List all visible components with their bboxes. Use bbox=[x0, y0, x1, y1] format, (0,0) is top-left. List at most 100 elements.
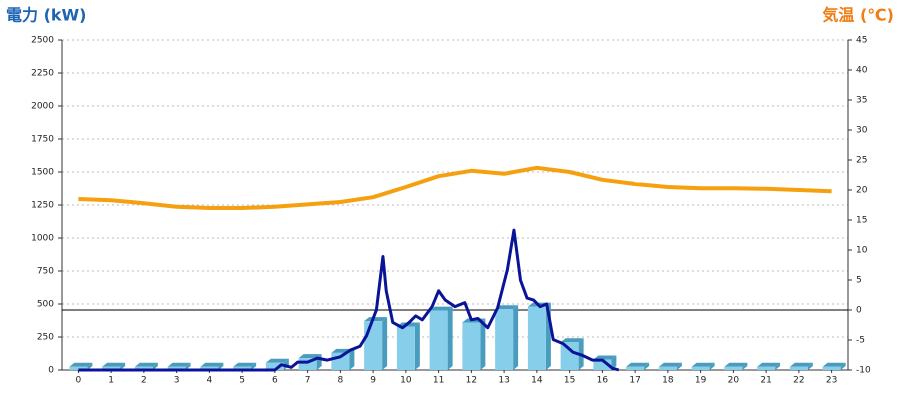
x-tick-label: 18 bbox=[662, 376, 674, 386]
x-tick-label: 0 bbox=[76, 376, 82, 386]
bar-side bbox=[152, 362, 158, 370]
y-tick-label: 250 bbox=[37, 333, 54, 343]
temperature-line bbox=[78, 165, 832, 210]
x-tick-label: 2 bbox=[141, 376, 147, 386]
bar-top bbox=[495, 305, 519, 310]
y-tick-label: 750 bbox=[37, 267, 54, 277]
bar bbox=[658, 366, 677, 370]
bar bbox=[69, 366, 88, 370]
y2-tick-label: 35 bbox=[856, 96, 867, 106]
bar-side bbox=[840, 362, 846, 370]
x-tick-label: 19 bbox=[695, 376, 707, 386]
bar-side bbox=[120, 362, 126, 370]
x-tick-label: 7 bbox=[305, 376, 311, 386]
bar bbox=[757, 366, 776, 370]
bar-top bbox=[167, 362, 191, 367]
x-tick-label: 17 bbox=[629, 376, 640, 386]
y2-tick-label: 30 bbox=[856, 126, 868, 136]
x-tick-label: 21 bbox=[760, 376, 771, 386]
x-tick-label: 14 bbox=[531, 376, 543, 386]
bar bbox=[167, 366, 186, 370]
x-tick-label: 20 bbox=[728, 376, 740, 386]
bar-top bbox=[560, 338, 584, 343]
y-tick-label: 500 bbox=[37, 300, 54, 310]
y2-tick-label: 25 bbox=[856, 156, 867, 166]
bar-side bbox=[676, 362, 682, 370]
bar-side bbox=[382, 317, 388, 370]
x-tick-label: 4 bbox=[207, 376, 213, 386]
bar-top bbox=[265, 358, 289, 363]
bar-top bbox=[757, 362, 781, 367]
bar-side bbox=[807, 362, 813, 370]
x-tick-label: 11 bbox=[433, 376, 444, 386]
bar-top bbox=[69, 362, 93, 367]
bar bbox=[200, 366, 219, 370]
bar-side bbox=[218, 362, 224, 370]
x-tick-label: 12 bbox=[466, 376, 477, 386]
bar-side bbox=[480, 318, 486, 370]
y2-tick-label: 20 bbox=[856, 186, 868, 196]
x-tick-label: 10 bbox=[400, 376, 412, 386]
bar-top bbox=[593, 355, 617, 360]
bar bbox=[560, 342, 579, 370]
y-tick-label: 1250 bbox=[31, 201, 54, 211]
y2-tick-label: 40 bbox=[856, 66, 868, 76]
bar bbox=[265, 362, 284, 370]
bar-side bbox=[775, 362, 781, 370]
x-tick-label: 9 bbox=[370, 376, 376, 386]
x-tick-label: 13 bbox=[498, 376, 509, 386]
bar bbox=[134, 366, 153, 370]
bar bbox=[593, 359, 612, 370]
x-tick-label: 15 bbox=[564, 376, 575, 386]
bar bbox=[102, 366, 121, 370]
bar-side bbox=[414, 322, 420, 370]
bar-top bbox=[298, 354, 322, 359]
y-tick-label: 0 bbox=[48, 366, 54, 376]
x-tick-label: 22 bbox=[793, 376, 804, 386]
bar-side bbox=[611, 355, 617, 370]
bar-top bbox=[822, 362, 846, 367]
bar-top bbox=[102, 362, 126, 367]
bar-side bbox=[87, 362, 93, 370]
x-tick-label: 23 bbox=[826, 376, 837, 386]
bar-side bbox=[447, 306, 453, 370]
bar-side bbox=[513, 305, 519, 370]
bar bbox=[527, 306, 546, 370]
y-tick-label: 1000 bbox=[31, 234, 54, 244]
bar bbox=[233, 366, 252, 370]
bar bbox=[789, 366, 808, 370]
x-tick-label: 1 bbox=[108, 376, 114, 386]
bar-top bbox=[658, 362, 682, 367]
bar-side bbox=[709, 362, 715, 370]
x-tick-label: 6 bbox=[272, 376, 278, 386]
x-tick-label: 3 bbox=[174, 376, 180, 386]
power-line bbox=[78, 228, 620, 372]
y2-tick-label: 15 bbox=[856, 216, 867, 226]
bar-side bbox=[251, 362, 257, 370]
bar-top bbox=[233, 362, 257, 367]
x-tick-label: 8 bbox=[338, 376, 344, 386]
y-tick-label: 2000 bbox=[31, 102, 54, 112]
x-tick-label: 16 bbox=[597, 376, 609, 386]
y2-tick-label: 10 bbox=[856, 246, 868, 256]
bar-side bbox=[742, 362, 748, 370]
y-tick-label: 1750 bbox=[31, 135, 54, 145]
y-tick-label: 2500 bbox=[31, 36, 54, 46]
bar-top bbox=[724, 362, 748, 367]
bar bbox=[724, 366, 743, 370]
y2-tick-label: 5 bbox=[856, 276, 862, 286]
bar bbox=[462, 322, 481, 370]
bar bbox=[364, 321, 383, 370]
bar-top bbox=[429, 306, 453, 311]
bar-top bbox=[364, 317, 388, 322]
y2-tick-label: 45 bbox=[856, 36, 867, 46]
y2-tick-label: 0 bbox=[856, 306, 862, 316]
x-tick-label: 5 bbox=[239, 376, 245, 386]
bar bbox=[396, 326, 415, 370]
bar-top bbox=[200, 362, 224, 367]
bar-side bbox=[349, 348, 355, 370]
y-tick-label: 1500 bbox=[31, 168, 54, 178]
y-axis-title: 電力 (kW) bbox=[6, 6, 87, 25]
bar bbox=[298, 358, 317, 370]
